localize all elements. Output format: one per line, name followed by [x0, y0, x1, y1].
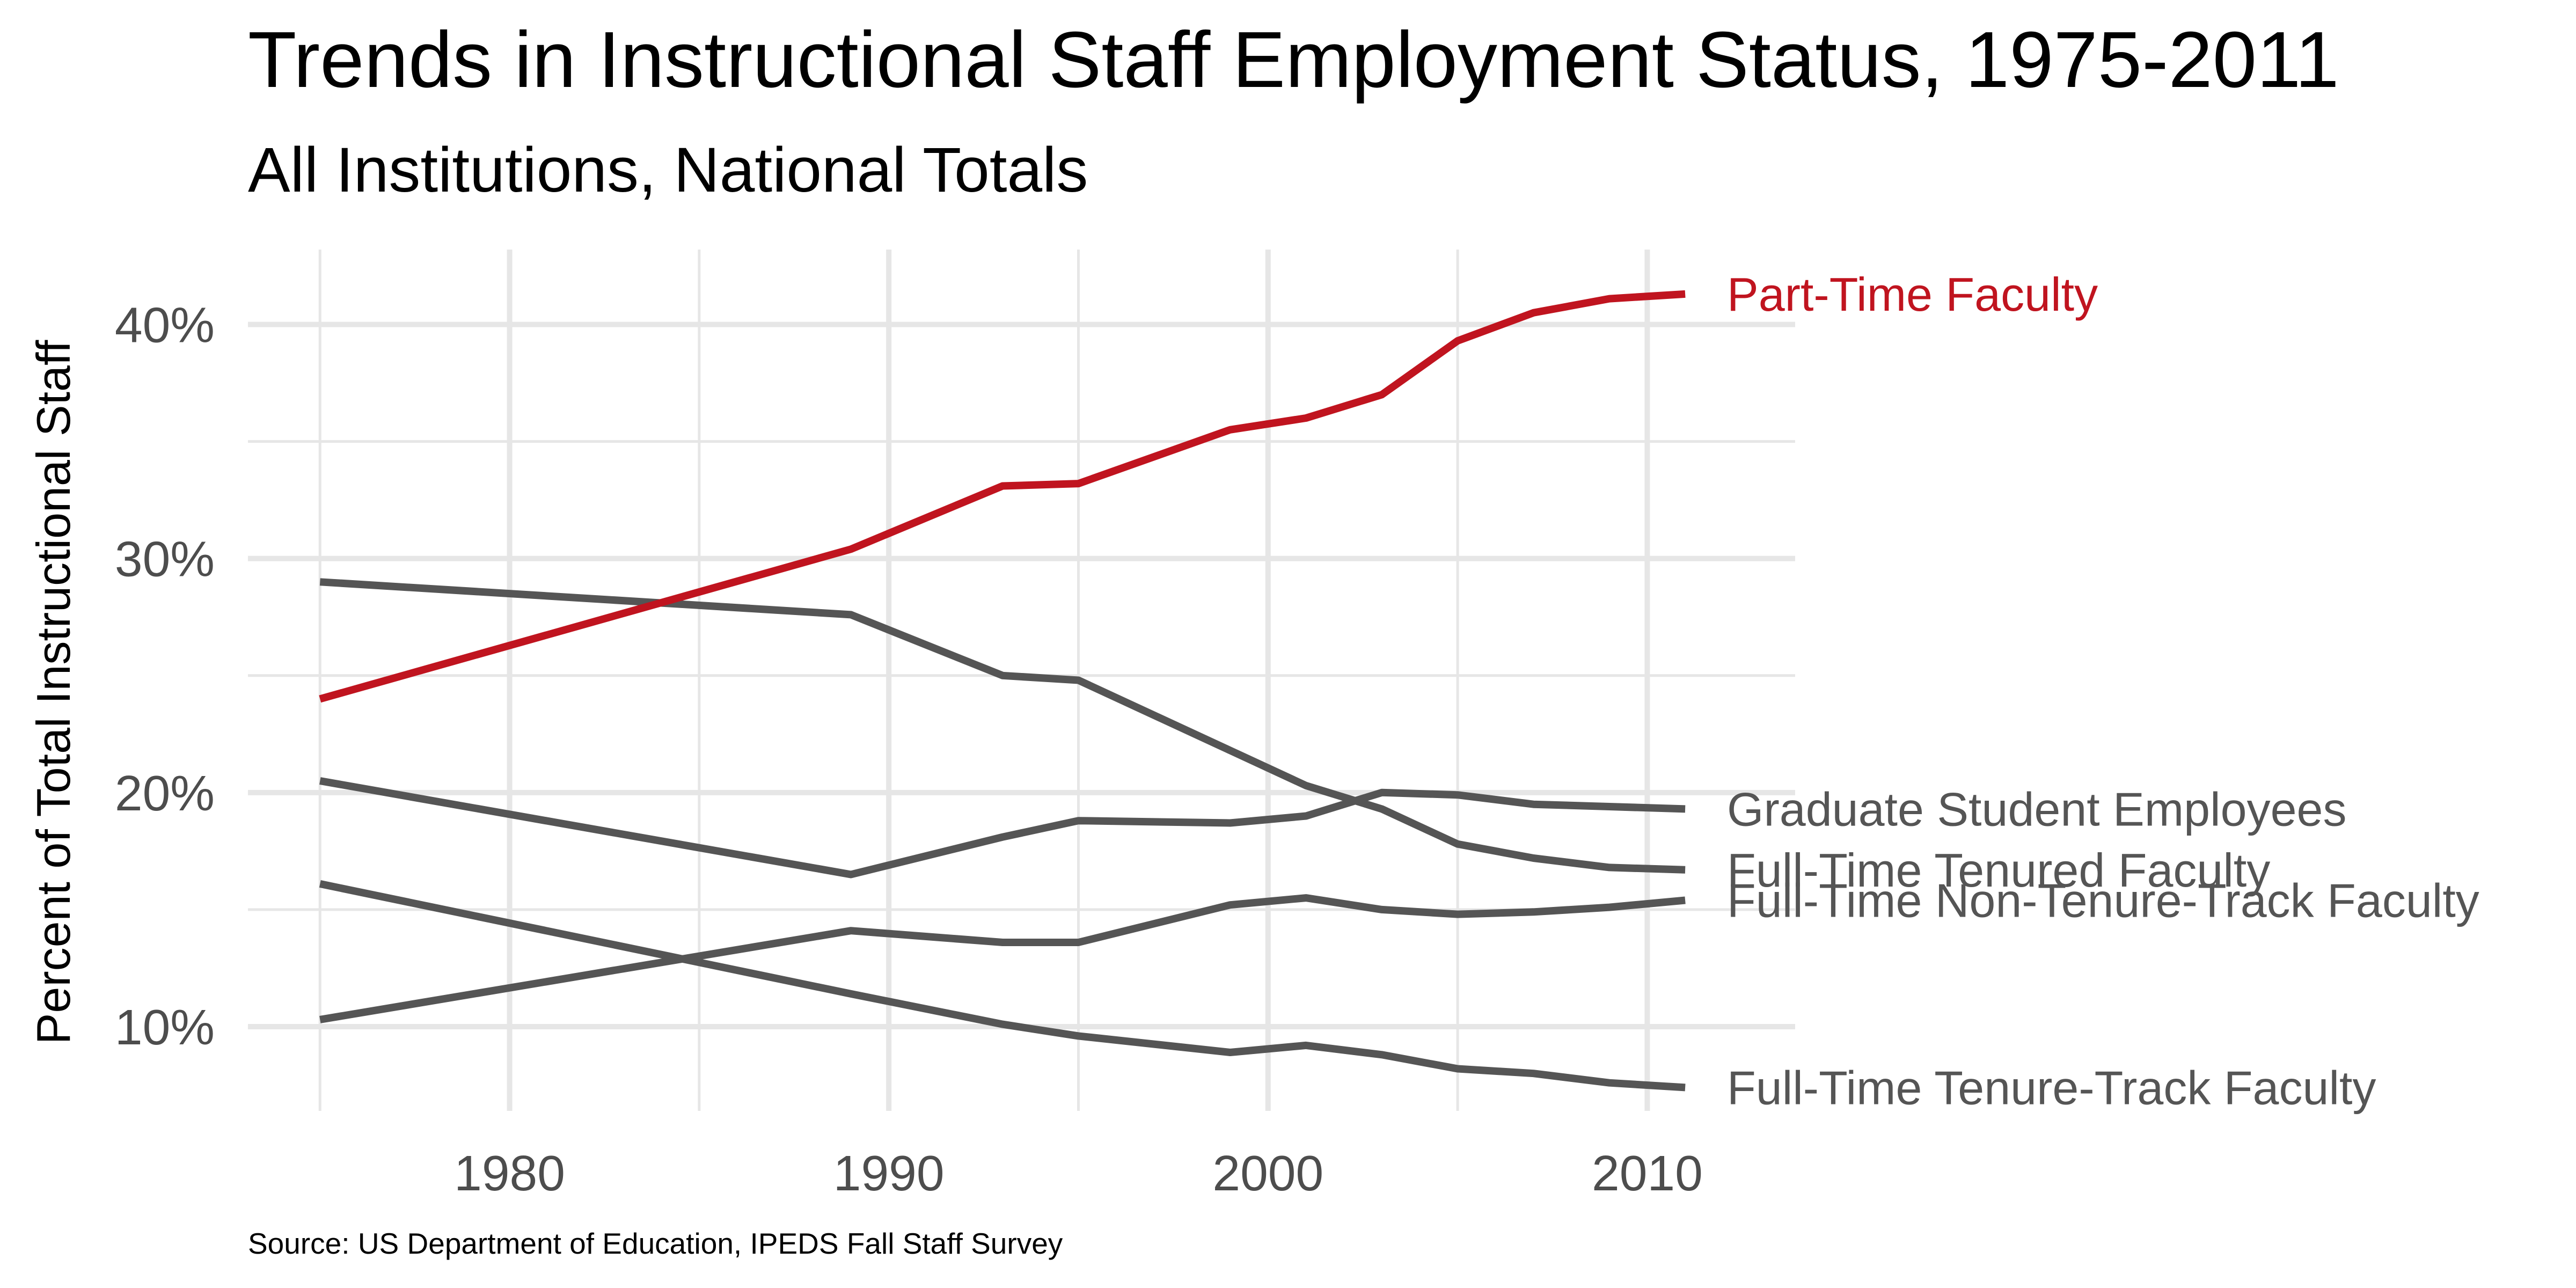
x-tick-label: 2000 [1212, 1145, 1323, 1201]
series-label-full-time-tenured-faculty: Full-Time Tenured Faculty [1727, 844, 2270, 897]
series-label-full-time-non-tenure-track-faculty: Full-Time Non-Tenure-Track Faculty [1727, 874, 2479, 927]
x-tick-label: 2010 [1592, 1145, 1703, 1201]
series-line-part-time-faculty [319, 290, 1686, 703]
series-label-graduate-student-employees: Graduate Student Employees [1727, 782, 2346, 836]
series-labels: Part-Time Faculty Graduate Student Employ… [1727, 268, 2479, 1115]
series-line-full-time-non-tenure-track-faculty [319, 894, 1686, 1023]
y-tick-label: 20% [115, 765, 215, 821]
y-tick-label: 40% [115, 297, 215, 353]
x-tick-label: 1980 [454, 1145, 565, 1201]
y-tick-label: 10% [115, 999, 215, 1055]
grid [248, 250, 1795, 1111]
series-lines [319, 290, 1686, 1092]
series-line-graduate-student-employees [319, 777, 1686, 879]
y-tick-label: 30% [115, 531, 215, 587]
series-label-part-time-faculty: Part-Time Faculty [1727, 268, 2098, 321]
y-axis-label: Percent of Total Instructional Staff [27, 340, 80, 1044]
series-line-full-time-tenured-faculty [319, 578, 1686, 874]
series-line-full-time-tenure-track-faculty [319, 880, 1686, 1092]
series-label-full-time-tenure-track-faculty: Full-Time Tenure-Track Faculty [1727, 1061, 2376, 1114]
chart-subtitle: All Institutions, National Totals [248, 135, 1088, 206]
x-tick-label: 1990 [833, 1145, 945, 1201]
tick-labels: 10% 20% 30% 40% 1980 1990 2000 2010 [115, 297, 1703, 1201]
chart-caption: Source: US Department of Education, IPED… [248, 1227, 1063, 1260]
chart-title: Trends in Instructional Staff Employment… [248, 16, 2339, 104]
